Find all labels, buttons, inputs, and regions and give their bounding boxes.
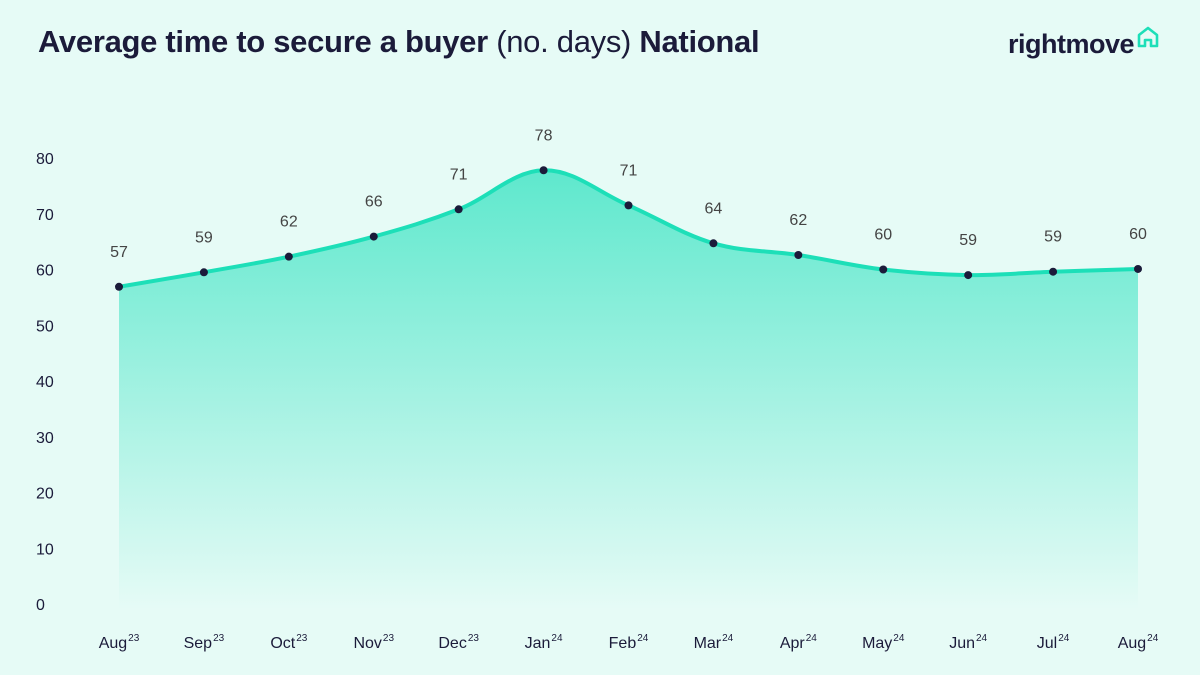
data-label: 59 <box>195 229 213 246</box>
x-tick-label: Oct23 <box>270 633 307 652</box>
data-label: 71 <box>450 166 468 183</box>
data-point <box>624 201 633 210</box>
data-point <box>454 205 463 214</box>
title-main: Average time to secure a buyer <box>38 24 488 59</box>
y-tick-label: 30 <box>36 430 54 447</box>
data-point <box>369 232 378 241</box>
y-tick-label: 10 <box>36 541 54 558</box>
data-label: 57 <box>110 244 128 261</box>
y-tick-label: 20 <box>36 486 54 503</box>
x-tick-label: Mar24 <box>694 633 734 652</box>
y-tick-label: 0 <box>36 597 45 614</box>
data-label: 60 <box>874 227 892 244</box>
rightmove-logo: rightmove <box>1008 26 1160 60</box>
x-axis: Aug23 Sep23 Oct23 Nov23 Dec23 Jan24 Feb24 Mar24… <box>99 633 1159 652</box>
data-point <box>964 271 973 280</box>
data-point <box>284 252 293 261</box>
x-tick-label: Dec23 <box>438 633 479 652</box>
x-tick-label: Jan24 <box>525 633 563 652</box>
data-point <box>539 166 548 175</box>
chart-title: Average time to secure a buyer (no. days… <box>38 24 760 60</box>
data-label: 66 <box>365 194 383 211</box>
data-label: 78 <box>535 127 553 144</box>
y-tick-label: 60 <box>36 263 54 280</box>
data-point <box>199 268 208 277</box>
y-axis: 0 10 20 30 40 50 60 70 80 <box>36 151 54 614</box>
data-label: 71 <box>620 162 638 179</box>
y-tick-label: 70 <box>36 207 54 224</box>
y-tick-label: 80 <box>36 151 54 168</box>
area-fill <box>119 170 1138 610</box>
data-point <box>1134 264 1142 273</box>
data-label: 62 <box>280 214 298 231</box>
x-tick-label: Sep23 <box>184 633 225 652</box>
data-point <box>879 265 888 274</box>
house-outline-icon <box>1137 26 1159 48</box>
data-points <box>115 166 1142 291</box>
data-label: 59 <box>959 232 977 249</box>
x-tick-label: Jun24 <box>949 633 987 652</box>
x-tick-label: Aug23 <box>99 633 140 652</box>
logo-text: rightmove <box>1007 29 1135 59</box>
data-label: 59 <box>1044 229 1062 246</box>
data-labels: 57 59 62 66 71 78 71 64 62 60 59 59 60 <box>110 127 1147 261</box>
x-tick-label: Aug24 <box>1118 633 1159 652</box>
data-label: 60 <box>1129 226 1147 243</box>
x-tick-label: Apr24 <box>780 633 817 652</box>
y-tick-label: 40 <box>36 374 54 391</box>
x-tick-label: Jul24 <box>1037 633 1070 652</box>
data-point <box>794 251 803 260</box>
title-unit: (no. days) <box>496 24 632 59</box>
data-label: 64 <box>705 200 723 217</box>
x-tick-label: May24 <box>862 633 905 652</box>
data-point <box>1049 267 1058 276</box>
x-tick-label: Nov23 <box>353 633 394 652</box>
data-point <box>115 282 123 291</box>
title-region: National <box>639 24 760 59</box>
x-tick-label: Feb24 <box>609 633 649 652</box>
data-label: 62 <box>789 212 807 229</box>
y-tick-label: 50 <box>36 318 54 335</box>
data-point <box>709 239 718 248</box>
